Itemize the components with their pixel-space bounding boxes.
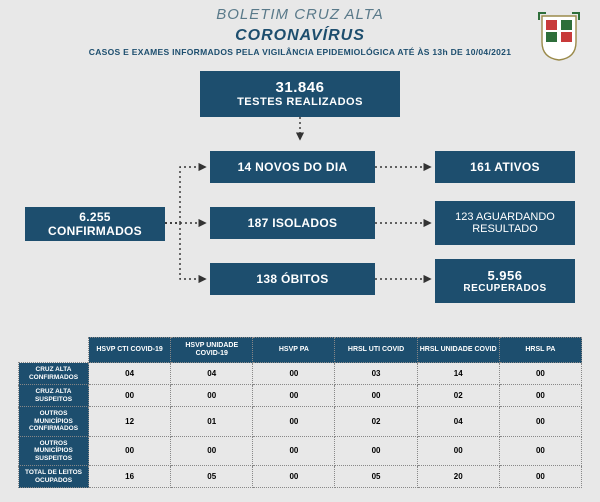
tests-value: 31.846: [276, 79, 325, 96]
new-value: 14: [238, 160, 252, 174]
box-deaths: 138 ÓBITOS: [210, 263, 375, 295]
table-corner: [19, 337, 89, 363]
col-header: HRSL UTI COVID: [335, 337, 417, 363]
recovered-value: 5.956: [487, 268, 522, 283]
beds-table-wrap: HSVP CTI COVID-19 HSVP UNIDADE COVID-19 …: [18, 337, 582, 488]
row-header: TOTAL DE LEITOS OCUPADOS: [19, 466, 89, 488]
cell: 00: [499, 385, 581, 407]
isolated-label: ISOLADOS: [272, 216, 337, 230]
col-header: HRSL PA: [499, 337, 581, 363]
table-row: CRUZ ALTA CONFIRMADOS 04 04 00 03 14 00: [19, 363, 582, 385]
table-row: OUTROS MUNICÍPIOS SUSPEITOS 00 00 00 00 …: [19, 436, 582, 465]
cell: 00: [417, 436, 499, 465]
confirmed-label: CONFIRMADOS: [48, 224, 142, 238]
confirmed-value: 6.255: [79, 210, 111, 224]
row-header: CRUZ ALTA CONFIRMADOS: [19, 363, 89, 385]
header-subtitle: CORONAVÍRUS: [0, 27, 600, 45]
cell: 00: [171, 385, 253, 407]
cell: 00: [253, 407, 335, 436]
cell: 04: [417, 407, 499, 436]
cell: 14: [417, 363, 499, 385]
beds-table: HSVP CTI COVID-19 HSVP UNIDADE COVID-19 …: [18, 337, 582, 488]
header-subheading: CASOS E EXAMES INFORMADOS PELA VIGILÂNCI…: [0, 47, 600, 57]
cell: 05: [335, 466, 417, 488]
box-active: 161 ATIVOS: [435, 151, 575, 183]
cell: 16: [89, 466, 171, 488]
cell: 05: [171, 466, 253, 488]
cell: 02: [335, 407, 417, 436]
box-awaiting: 123 AGUARDANDO RESULTADO: [435, 201, 575, 245]
cell: 00: [499, 363, 581, 385]
header-title: BOLETIM CRUZ ALTA: [0, 6, 600, 23]
row-header: OUTROS MUNICÍPIOS CONFIRMADOS: [19, 407, 89, 436]
cell: 00: [89, 385, 171, 407]
table-row: CRUZ ALTA SUSPEITOS 00 00 00 00 02 00: [19, 385, 582, 407]
new-label: NOVOS DO DIA: [255, 160, 347, 174]
col-header: HSVP PA: [253, 337, 335, 363]
cell: 20: [417, 466, 499, 488]
deaths-value: 138: [256, 272, 277, 286]
col-header: HSVP CTI COVID-19: [89, 337, 171, 363]
cell: 00: [253, 385, 335, 407]
active-label: ATIVOS: [494, 160, 540, 174]
recovered-label: RECUPERADOS: [463, 283, 546, 295]
table-row: OUTROS MUNICÍPIOS CONFIRMADOS 12 01 00 0…: [19, 407, 582, 436]
box-new: 14 NOVOS DO DIA: [210, 151, 375, 183]
col-header: HRSL UNIDADE COVID: [417, 337, 499, 363]
row-header: CRUZ ALTA SUSPEITOS: [19, 385, 89, 407]
active-value: 161: [470, 160, 491, 174]
cell: 00: [499, 436, 581, 465]
cell: 00: [335, 436, 417, 465]
box-recovered: 5.956 RECUPERADOS: [435, 259, 575, 303]
deaths-label: ÓBITOS: [281, 272, 329, 286]
box-confirmed: 6.255 CONFIRMADOS: [25, 207, 165, 241]
table-header-row: HSVP CTI COVID-19 HSVP UNIDADE COVID-19 …: [19, 337, 582, 363]
cell: 00: [89, 436, 171, 465]
cell: 00: [171, 436, 253, 465]
cell: 00: [253, 363, 335, 385]
stats-flow: 31.846 TESTES REALIZADOS 6.255 CONFIRMAD…: [0, 67, 600, 337]
isolated-value: 187: [248, 216, 269, 230]
box-tests: 31.846 TESTES REALIZADOS: [200, 71, 400, 117]
cell: 01: [171, 407, 253, 436]
cell: 00: [499, 466, 581, 488]
cell: 12: [89, 407, 171, 436]
awaiting-label: AGUARDANDO RESULTADO: [472, 211, 555, 235]
cell: 04: [89, 363, 171, 385]
tests-label: TESTES REALIZADOS: [237, 96, 363, 109]
cell: 03: [335, 363, 417, 385]
header: BOLETIM CRUZ ALTA CORONAVÍRUS CASOS E EX…: [0, 0, 600, 59]
cell: 04: [171, 363, 253, 385]
awaiting-value: 123: [455, 211, 473, 223]
cell: 00: [499, 407, 581, 436]
cell: 00: [335, 385, 417, 407]
table-body: CRUZ ALTA CONFIRMADOS 04 04 00 03 14 00 …: [19, 363, 582, 488]
cell: 02: [417, 385, 499, 407]
coat-of-arms-icon: [538, 12, 580, 62]
table-row: TOTAL DE LEITOS OCUPADOS 16 05 00 05 20 …: [19, 466, 582, 488]
row-header: OUTROS MUNICÍPIOS SUSPEITOS: [19, 436, 89, 465]
box-isolated: 187 ISOLADOS: [210, 207, 375, 239]
cell: 00: [253, 436, 335, 465]
bulletin-page: BOLETIM CRUZ ALTA CORONAVÍRUS CASOS E EX…: [0, 0, 600, 502]
cell: 00: [253, 466, 335, 488]
col-header: HSVP UNIDADE COVID-19: [171, 337, 253, 363]
